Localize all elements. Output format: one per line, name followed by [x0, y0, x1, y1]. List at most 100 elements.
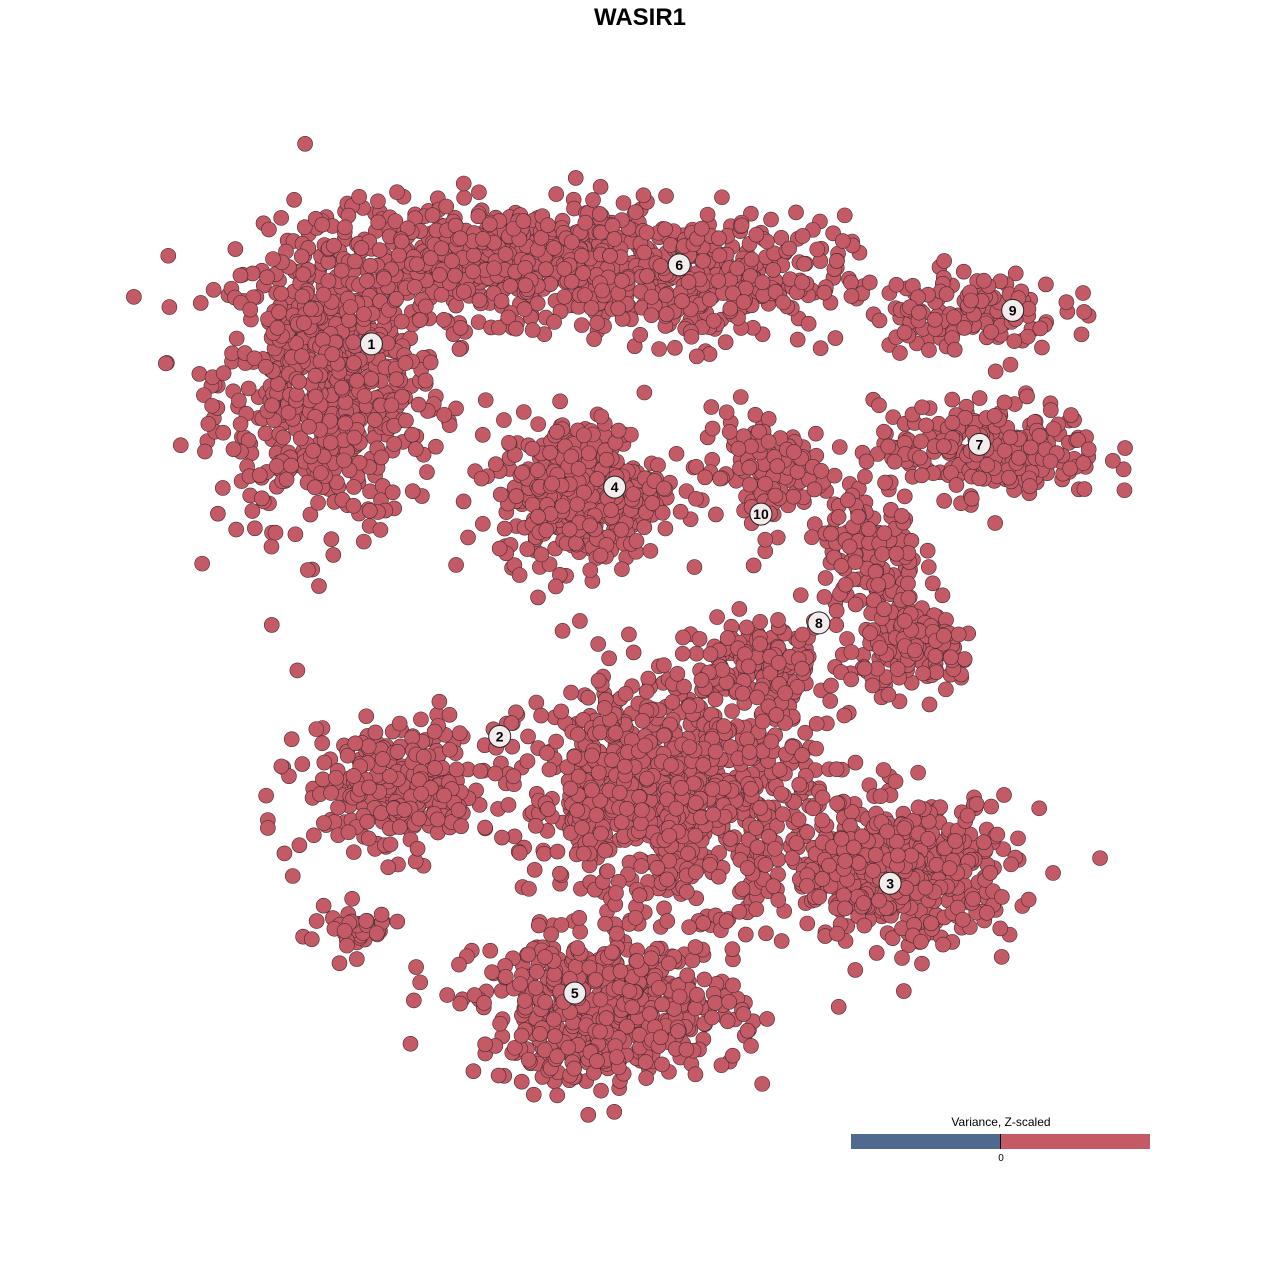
- data-point: [661, 827, 678, 844]
- data-point: [292, 430, 309, 447]
- data-point: [767, 840, 783, 857]
- data-point: [1002, 356, 1019, 373]
- data-point: [314, 216, 330, 233]
- data-point: [324, 346, 341, 362]
- data-point: [758, 925, 774, 942]
- data-point: [775, 294, 792, 311]
- data-point: [333, 262, 350, 279]
- data-point: [892, 345, 908, 361]
- data-point: [347, 253, 363, 270]
- data-point: [896, 488, 913, 505]
- data-point: [754, 274, 771, 291]
- data-point: [828, 603, 845, 619]
- data-point: [592, 547, 609, 564]
- data-point: [286, 192, 302, 208]
- data-point: [843, 671, 859, 688]
- data-point: [581, 445, 597, 462]
- data-point: [804, 529, 820, 546]
- data-point: [346, 429, 363, 446]
- data-point: [284, 868, 301, 884]
- data-point: [976, 272, 992, 289]
- data-point: [910, 764, 926, 781]
- data-point: [634, 713, 651, 729]
- data-point: [349, 951, 365, 967]
- data-point: [308, 721, 325, 737]
- data-point: [688, 348, 705, 365]
- data-point: [799, 878, 815, 894]
- data-point: [808, 425, 824, 442]
- data-point: [680, 274, 697, 290]
- data-point: [711, 247, 728, 264]
- data-point: [204, 397, 220, 414]
- data-point: [718, 404, 735, 421]
- data-point: [638, 224, 655, 241]
- data-point: [572, 923, 588, 940]
- data-point: [777, 685, 793, 701]
- data-point: [714, 662, 731, 678]
- data-point: [1011, 450, 1027, 466]
- data-point: [955, 263, 972, 280]
- data-point: [439, 987, 455, 1003]
- data-point: [712, 470, 728, 487]
- data-point: [465, 1063, 482, 1079]
- data-point: [913, 433, 929, 450]
- data-point: [602, 247, 618, 264]
- data-point: [415, 749, 432, 765]
- data-point: [843, 644, 860, 660]
- data-point: [417, 372, 434, 389]
- data-point: [919, 542, 936, 559]
- data-point: [936, 438, 952, 455]
- data-point: [702, 646, 719, 663]
- data-point: [307, 367, 324, 384]
- data-point: [603, 502, 619, 518]
- data-point: [572, 613, 588, 629]
- data-point: [829, 925, 846, 942]
- data-point: [632, 815, 649, 832]
- data-point: [754, 713, 771, 730]
- data-point: [936, 627, 952, 644]
- data-point: [376, 270, 392, 287]
- data-point: [323, 785, 339, 801]
- data-point: [794, 228, 811, 244]
- data-point: [358, 913, 375, 929]
- data-point: [947, 833, 963, 849]
- data-point: [500, 797, 517, 813]
- data-point: [320, 273, 337, 289]
- data-point: [311, 578, 327, 594]
- data-point: [451, 725, 468, 742]
- data-point: [748, 226, 765, 243]
- data-point: [582, 562, 599, 578]
- data-point: [996, 394, 1013, 411]
- data-point: [308, 913, 325, 929]
- data-point: [941, 860, 958, 877]
- data-point: [994, 889, 1010, 905]
- data-point: [412, 312, 428, 328]
- data-point: [1002, 429, 1019, 446]
- data-point: [316, 754, 333, 771]
- data-point: [903, 847, 920, 864]
- data-point: [704, 781, 721, 797]
- data-point: [345, 497, 362, 514]
- data-point: [616, 758, 633, 775]
- data-point: [501, 434, 517, 451]
- data-point: [831, 439, 848, 455]
- data-point: [1042, 453, 1059, 470]
- data-point: [767, 487, 784, 504]
- data-point: [896, 613, 913, 629]
- data-point: [617, 685, 634, 702]
- data-point: [455, 175, 472, 192]
- data-point: [667, 340, 683, 356]
- data-point: [911, 304, 927, 321]
- data-point: [621, 626, 637, 643]
- data-point: [598, 451, 615, 468]
- data-point: [1080, 441, 1097, 458]
- data-point: [433, 240, 450, 257]
- data-point: [768, 707, 785, 723]
- data-point: [474, 427, 491, 443]
- data-point: [794, 274, 810, 291]
- data-point: [322, 412, 338, 429]
- data-point: [347, 735, 364, 752]
- data-point: [597, 842, 613, 859]
- data-point: [770, 655, 787, 671]
- data-point: [796, 256, 812, 272]
